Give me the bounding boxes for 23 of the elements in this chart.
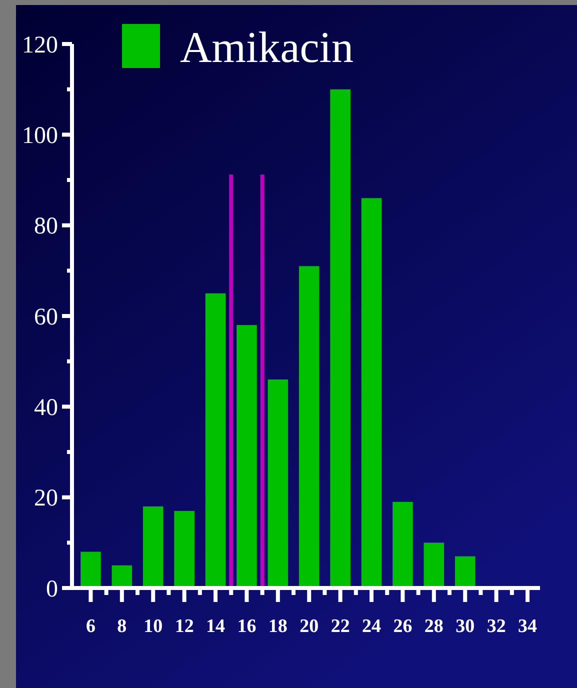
y-tick-label: 60 — [34, 304, 58, 330]
x-tick-label: 18 — [268, 616, 288, 637]
x-tick-label: 12 — [174, 616, 194, 637]
x-tick-label: 24 — [362, 616, 382, 637]
x-tick-label: 16 — [237, 616, 256, 637]
x-tick-label: 22 — [330, 616, 350, 637]
x-tick-label: 30 — [456, 616, 475, 637]
y-tick-label: 120 — [22, 32, 58, 58]
x-tick-label: 28 — [424, 616, 444, 637]
y-tick-label: 20 — [34, 486, 58, 512]
x-tick-label: 34 — [518, 616, 538, 637]
y-tick-label: 80 — [34, 214, 58, 240]
y-tick-label: 40 — [34, 395, 58, 422]
x-tick-label: 20 — [300, 616, 319, 637]
x-tick-label: 8 — [117, 616, 127, 637]
y-tick-label: 0 — [46, 576, 58, 602]
x-tick-label: 32 — [486, 616, 506, 637]
x-tick-label: 6 — [86, 616, 96, 637]
legend-label: Amikacin — [180, 23, 354, 72]
y-tick-label: 100 — [22, 123, 58, 150]
x-tick-label: 14 — [206, 616, 226, 637]
x-tick-label: 10 — [144, 616, 163, 637]
x-tick-label: 26 — [393, 616, 412, 637]
